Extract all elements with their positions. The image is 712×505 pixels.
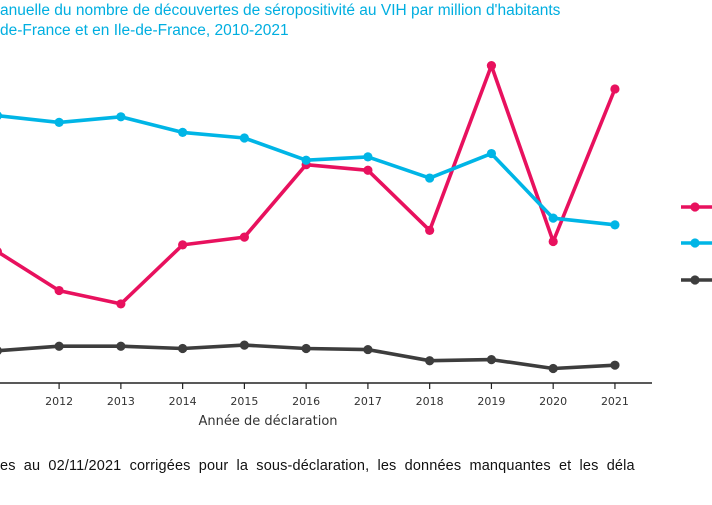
- legend-marker-1: [690, 202, 700, 212]
- legend-marker-3: [690, 275, 700, 285]
- title-line-1: anuelle du nombre de découvertes de séro…: [0, 2, 561, 19]
- x-tick-label: 2017: [354, 395, 382, 408]
- series-2-point: [54, 117, 64, 127]
- x-tick-label: 2016: [292, 395, 320, 408]
- chart-series: [0, 60, 620, 374]
- x-tick-label: 2012: [45, 395, 73, 408]
- series-2-point: [425, 173, 435, 183]
- series-3-point: [178, 343, 188, 354]
- series-1-point: [363, 165, 373, 175]
- series-2-point: [610, 220, 620, 230]
- series-2-point: [116, 112, 126, 122]
- series-1-point: [54, 285, 64, 296]
- series-1-point: [178, 240, 188, 250]
- series-3-point: [548, 363, 558, 374]
- series-2-point: [239, 133, 249, 143]
- x-tick-label: 2019: [477, 395, 505, 408]
- chart-legend: [681, 202, 712, 285]
- footnote: es au 02/11/2021 corrigées pour la sous-…: [0, 458, 635, 474]
- title-line-2: de-France et en Ile-de-France, 2010-2021: [0, 22, 289, 39]
- series-1-point: [239, 232, 249, 242]
- line-chart: 2012 2013 2014 2015 2016 2017 2018 2019 2020 2021…: [0, 60, 712, 429]
- series-2-point: [178, 127, 188, 137]
- series-3-point: [610, 360, 620, 370]
- chart-axes: 2012 2013 2014 2015 2016 2017 2018 2019 2020 2021: [0, 382, 652, 408]
- x-axis-label: Année de déclaration: [198, 414, 337, 429]
- series-2-point: [486, 148, 497, 159]
- legend-marker-2: [690, 238, 700, 248]
- series-2-point: [301, 155, 311, 165]
- x-tick-label: 2015: [230, 395, 258, 408]
- series-1-point: [116, 299, 126, 309]
- series-1-point: [548, 236, 558, 247]
- series-3-point: [486, 355, 497, 365]
- x-tick-label: 2013: [107, 395, 135, 408]
- x-tick-label: 2014: [169, 395, 197, 408]
- series-3-point: [54, 341, 64, 351]
- series-line-2: [0, 114, 617, 227]
- series-3-point: [116, 341, 126, 351]
- chart-title: anuelle du nombre de découvertes de séro…: [0, 0, 712, 60]
- series-1-point: [425, 225, 435, 236]
- series-1-point: [610, 84, 620, 94]
- series-3-point: [301, 343, 311, 354]
- series-1-point: [0, 247, 2, 256]
- series-1-point: [486, 60, 497, 71]
- series-3-point: [425, 356, 435, 366]
- series-2-point: [363, 152, 373, 162]
- series-3-point: [0, 346, 2, 355]
- x-tick-label: 2021: [601, 395, 629, 408]
- x-tick-label: 2020: [539, 395, 567, 408]
- series-2-point: [548, 213, 558, 223]
- series-3-point: [363, 344, 373, 355]
- series-2-point: [0, 111, 2, 120]
- series-3-point: [239, 340, 249, 350]
- x-tick-label: 2018: [416, 395, 444, 408]
